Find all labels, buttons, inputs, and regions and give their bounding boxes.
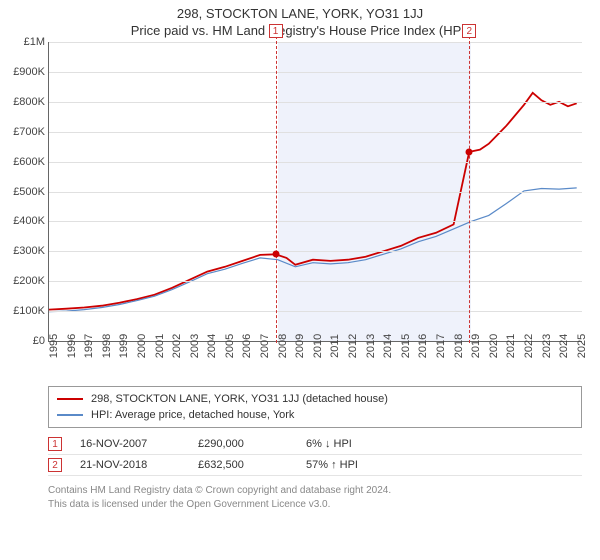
x-axis-label: 2024 [558, 334, 570, 358]
legend-label-hpi: HPI: Average price, detached house, York [91, 407, 294, 423]
x-axis-label: 2008 [277, 334, 289, 358]
chart-wrap: £0 £100K £200K £300K £400K £500K £600K £700K £80… [0, 42, 600, 382]
sale-row: 1 16-NOV-2007 £290,000 6% ↓ HPI [48, 434, 582, 455]
legend-item-price: 298, STOCKTON LANE, YORK, YO31 1JJ (deta… [57, 391, 573, 407]
footer-line-2: This data is licensed under the Open Gov… [48, 498, 582, 512]
x-axis-label: 2012 [347, 334, 359, 358]
y-axis-label: £900K [5, 66, 45, 78]
marker-tag: 1 [269, 24, 283, 38]
legend-label-price: 298, STOCKTON LANE, YORK, YO31 1JJ (deta… [91, 391, 388, 407]
x-axis-label: 2003 [189, 334, 201, 358]
chart-area: £0£100K£200K£300K£400K£500K£600K£700K£80… [48, 42, 582, 342]
legend-item-hpi: HPI: Average price, detached house, York [57, 407, 573, 423]
x-axis-label: 2017 [435, 334, 447, 358]
y-axis-label: £0 [5, 335, 45, 347]
sale-tag: 1 [48, 437, 62, 451]
x-axis-label: 2018 [453, 334, 465, 358]
x-axis-label: 2025 [576, 334, 588, 358]
x-axis-label: 2000 [136, 334, 148, 358]
y-axis-label: £300K [5, 245, 45, 257]
sale-delta: 6% ↓ HPI [306, 438, 582, 450]
header: 298, STOCKTON LANE, YORK, YO31 1JJ Price… [0, 0, 600, 42]
marker-tag: 2 [462, 24, 476, 38]
y-axis-label: £200K [5, 275, 45, 287]
sale-date: 21-NOV-2018 [80, 459, 180, 471]
x-axis-label: 2002 [171, 334, 183, 358]
x-axis-label: 2009 [294, 334, 306, 358]
x-axis-label: 1995 [48, 334, 60, 358]
x-axis-label: 1997 [83, 334, 95, 358]
series-hpi [49, 188, 577, 312]
x-axis-label: 2006 [241, 334, 253, 358]
x-axis-label: 2011 [329, 334, 341, 358]
marker-line [469, 36, 470, 343]
series-price_paid [49, 93, 577, 310]
page-title: 298, STOCKTON LANE, YORK, YO31 1JJ [10, 6, 590, 21]
x-axis-label: 2010 [312, 334, 324, 358]
marker-line [276, 36, 277, 343]
footer: Contains HM Land Registry data © Crown c… [48, 484, 582, 511]
x-axis-label: 2016 [417, 334, 429, 358]
y-axis-label: £100K [5, 305, 45, 317]
x-axis-label: 2013 [365, 334, 377, 358]
x-axis-label: 2015 [400, 334, 412, 358]
sale-dot [272, 251, 279, 258]
x-axis-label: 1998 [101, 334, 113, 358]
sale-price: £290,000 [198, 438, 288, 450]
sale-tag: 2 [48, 458, 62, 472]
sale-dot [466, 148, 473, 155]
x-axis-label: 1999 [118, 334, 130, 358]
x-axis-label: 2005 [224, 334, 236, 358]
sales-table: 1 16-NOV-2007 £290,000 6% ↓ HPI 2 21-NOV… [48, 434, 582, 476]
sale-date: 16-NOV-2007 [80, 438, 180, 450]
y-axis-label: £500K [5, 186, 45, 198]
sale-price: £632,500 [198, 459, 288, 471]
x-axis-label: 2022 [523, 334, 535, 358]
x-axis-label: 2023 [541, 334, 553, 358]
sale-delta: 57% ↑ HPI [306, 459, 582, 471]
legend-swatch-price [57, 398, 83, 400]
page-subtitle: Price paid vs. HM Land Registry's House … [10, 23, 590, 38]
x-axis-label: 2021 [505, 334, 517, 358]
y-axis-label: £1M [5, 36, 45, 48]
y-axis-label: £400K [5, 215, 45, 227]
footer-line-1: Contains HM Land Registry data © Crown c… [48, 484, 582, 498]
y-axis-label: £600K [5, 156, 45, 168]
legend: 298, STOCKTON LANE, YORK, YO31 1JJ (deta… [48, 386, 582, 428]
x-axis-label: 2004 [206, 334, 218, 358]
legend-swatch-hpi [57, 414, 83, 416]
sale-row: 2 21-NOV-2018 £632,500 57% ↑ HPI [48, 455, 582, 476]
x-axis-label: 2007 [259, 334, 271, 358]
x-axis-label: 1996 [66, 334, 78, 358]
x-axis-label: 2014 [382, 334, 394, 358]
y-axis-label: £800K [5, 96, 45, 108]
y-axis-label: £700K [5, 126, 45, 138]
x-axis-label: 2019 [470, 334, 482, 358]
chart-container: 298, STOCKTON LANE, YORK, YO31 1JJ Price… [0, 0, 600, 560]
x-axis-labels: 1995199619971998199920002001200220032004… [48, 342, 582, 376]
x-axis-label: 2001 [154, 334, 166, 358]
x-axis-label: 2020 [488, 334, 500, 358]
